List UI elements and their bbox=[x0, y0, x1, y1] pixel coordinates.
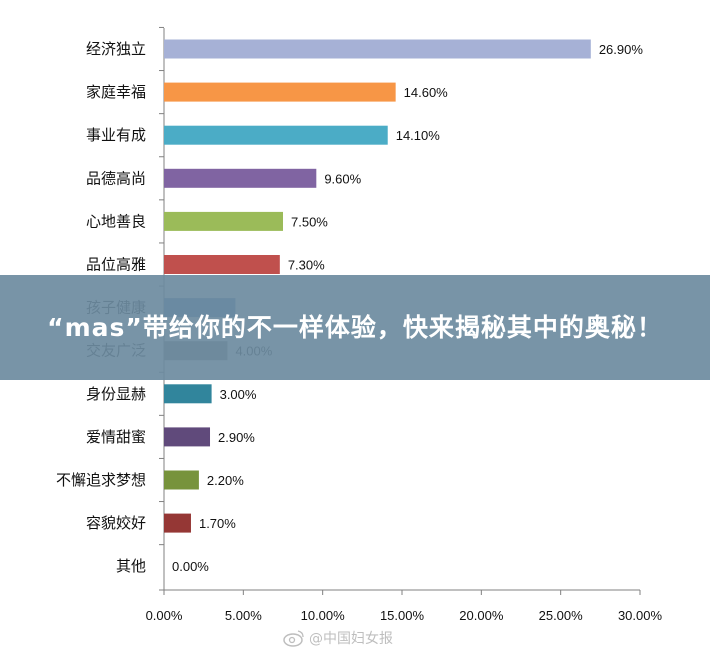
x-tick-label: 30.00% bbox=[618, 608, 663, 623]
category-label: 事业有成 bbox=[86, 126, 146, 144]
bar-5 bbox=[164, 211, 283, 231]
x-tick-label: 5.00% bbox=[225, 608, 262, 623]
bar-3 bbox=[164, 125, 388, 145]
category-label: 其他 bbox=[116, 557, 146, 575]
category-label: 不懈追求梦想 bbox=[56, 471, 146, 489]
category-label: 品德高尚 bbox=[86, 169, 146, 187]
data-label: 26.90% bbox=[599, 42, 644, 57]
data-label: 7.50% bbox=[291, 214, 328, 229]
category-label: 家庭幸福 bbox=[86, 83, 146, 101]
banner-text: “mas”带给你的不一样体验，快来揭秘其中的奥秘！ bbox=[47, 312, 663, 342]
data-label: 3.00% bbox=[220, 387, 257, 402]
bar-1 bbox=[164, 39, 591, 59]
value-labels: 26.90%14.60%14.10%9.60%7.50%7.30%4.00%3.… bbox=[172, 42, 643, 574]
x-tick-label: 10.00% bbox=[301, 608, 346, 623]
data-label: 9.60% bbox=[324, 171, 361, 186]
bar-6 bbox=[164, 255, 280, 274]
weibo-icon bbox=[283, 629, 305, 647]
x-tick-label: 0.00% bbox=[146, 608, 183, 623]
data-label: 14.60% bbox=[404, 85, 449, 100]
bar-12 bbox=[164, 513, 191, 533]
bar-11 bbox=[164, 470, 199, 490]
data-label: 0.00% bbox=[172, 559, 209, 574]
data-label: 7.30% bbox=[288, 258, 325, 273]
category-label: 品位高雅 bbox=[86, 256, 146, 274]
bar-4 bbox=[164, 168, 317, 188]
overlay-banner: “mas”带给你的不一样体验，快来揭秘其中的奥秘！ bbox=[0, 275, 710, 380]
data-label: 14.10% bbox=[396, 128, 441, 143]
category-label: 经济独立 bbox=[86, 40, 146, 58]
bar-2 bbox=[164, 82, 396, 102]
x-tick-labels: 0.00% 5.00% 10.00% 15.00% 20.00% 25.00% 30.00% bbox=[146, 608, 663, 623]
data-label: 2.20% bbox=[207, 473, 244, 488]
x-tick-label: 15.00% bbox=[380, 608, 425, 623]
bar-10 bbox=[164, 427, 211, 447]
category-label: 爱情甜蜜 bbox=[86, 428, 146, 446]
bar-9 bbox=[164, 384, 212, 404]
category-label: 身份显赫 bbox=[86, 385, 146, 403]
data-label: 1.70% bbox=[199, 516, 236, 531]
category-label: 容貌姣好 bbox=[86, 514, 146, 532]
category-label: 心地善良 bbox=[86, 212, 146, 230]
data-label: 2.90% bbox=[218, 430, 255, 445]
x-tick-label: 25.00% bbox=[539, 608, 584, 623]
x-tick-label: 20.00% bbox=[459, 608, 504, 623]
watermark: @中国妇女报 bbox=[283, 627, 393, 649]
watermark-text: @中国妇女报 bbox=[309, 631, 393, 647]
chart-bars bbox=[164, 39, 591, 533]
